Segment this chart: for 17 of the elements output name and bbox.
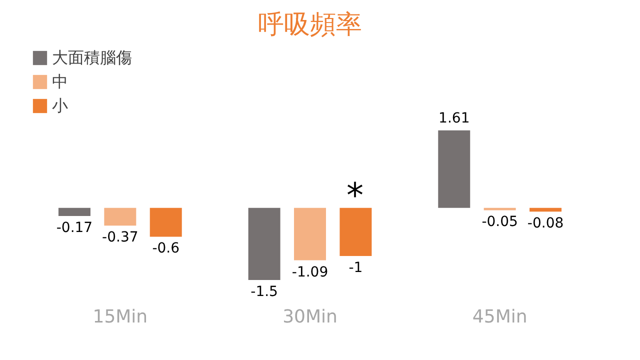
- data-label: -1.09: [292, 264, 328, 280]
- data-label: -0.05: [482, 214, 518, 230]
- x-tick-label: 15Min: [92, 306, 148, 328]
- data-label: 1.61: [438, 110, 470, 126]
- legend-label: 中: [52, 72, 68, 91]
- legend-label: 大面積腦傷: [52, 48, 132, 67]
- annotation: *: [346, 176, 364, 216]
- data-label: -1: [348, 260, 363, 276]
- data-label: -0.37: [102, 230, 138, 246]
- data-label: -0.17: [56, 220, 93, 236]
- x-tick-label: 30Min: [282, 306, 338, 328]
- data-label: -0.6: [152, 240, 180, 257]
- data-label: -1.5: [250, 284, 278, 300]
- legend-label: 小: [52, 96, 68, 115]
- chart-title: 呼吸頻率: [258, 10, 362, 40]
- data-label: -0.08: [527, 216, 564, 232]
- x-tick-label: 45Min: [472, 306, 528, 328]
